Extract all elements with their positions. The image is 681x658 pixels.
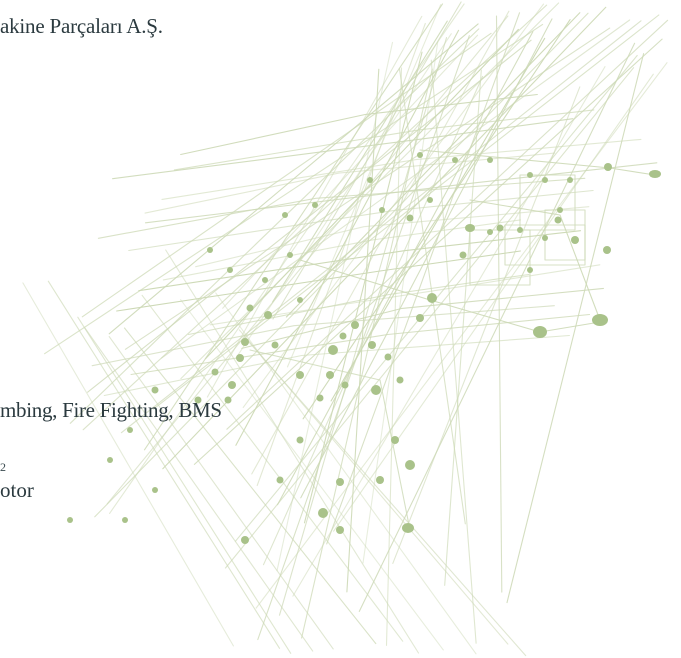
circuit-line [248, 341, 526, 656]
circuit-node [371, 385, 381, 395]
circuit-node [326, 371, 334, 379]
circuit-line [23, 283, 234, 646]
circuit-node [533, 326, 547, 338]
circuit-node [487, 229, 493, 235]
circuit-node [227, 267, 233, 273]
circuit-node [571, 236, 579, 244]
circuit-node [152, 487, 158, 493]
circuit-node [247, 305, 254, 312]
circuit-node [212, 369, 219, 376]
circuit-node [272, 342, 279, 349]
circuit-node [351, 321, 359, 329]
circuit-line [139, 231, 581, 291]
circuit-node [277, 477, 284, 484]
circuit-node [67, 517, 73, 523]
circuit-line [154, 15, 659, 409]
circuit-line [109, 337, 333, 649]
circuit-node [152, 387, 159, 394]
circuit-node [317, 395, 324, 402]
circuit-node [225, 397, 232, 404]
circuit-node [497, 225, 504, 232]
circuit-node [297, 437, 304, 444]
circuit-node [368, 341, 376, 349]
circuit-node [262, 277, 268, 283]
circuit-node [391, 436, 399, 444]
circuit-node [107, 457, 113, 463]
footnote-marker: 2 [0, 460, 6, 475]
product-type: otor [0, 478, 34, 503]
circuit-node [405, 460, 415, 470]
circuit-node [427, 197, 433, 203]
circuit-node [282, 212, 288, 218]
circuit-node [376, 476, 384, 484]
circuit-node [527, 267, 533, 273]
circuit-node [397, 377, 404, 384]
circuit-line [78, 317, 291, 653]
circuit-node [542, 235, 548, 241]
circuit-line [125, 328, 376, 644]
circuit-node [417, 152, 423, 158]
circuit-node [527, 172, 533, 178]
circuit-node [379, 207, 385, 213]
circuit-node [241, 338, 249, 346]
circuit-node [649, 170, 661, 178]
circuit-node [340, 333, 347, 340]
circuit-node [604, 163, 612, 171]
circuit-line [45, 24, 543, 353]
circuit-node [122, 517, 128, 523]
circuit-node [542, 177, 548, 183]
circuit-node [402, 523, 414, 533]
circuit-node [127, 427, 133, 433]
circuit-line [113, 119, 573, 179]
circuit-node [460, 252, 467, 259]
circuit-node [517, 227, 523, 233]
circuit-line [70, 29, 479, 423]
circuit-line [226, 68, 634, 568]
company-name: akine Parçaları A.Ş. [0, 14, 163, 39]
circuit-node [228, 381, 236, 389]
circuit-node [367, 177, 373, 183]
circuit-node [336, 478, 344, 486]
circuit-line [327, 13, 520, 544]
circuit-node [465, 224, 475, 232]
circuit-node [328, 345, 338, 355]
circuit-node [385, 354, 392, 361]
circuit-node [416, 314, 424, 322]
circuit-node [312, 202, 318, 208]
circuit-line [98, 178, 584, 238]
circuit-node [264, 311, 272, 319]
circuit-node [407, 215, 414, 222]
circuit-node [287, 252, 293, 258]
circuit-line [181, 300, 444, 650]
circuit-node [603, 246, 611, 254]
circuit-node [241, 536, 249, 544]
services-list: mbing, Fire Fighting, BMS [0, 398, 222, 423]
circuit-node [592, 314, 608, 326]
circuit-line [293, 67, 605, 597]
circuit-node [342, 382, 349, 389]
circuit-node [555, 217, 562, 224]
circuit-node [318, 508, 328, 518]
circuit-line [162, 139, 641, 199]
circuit-node [296, 371, 304, 379]
circuit-node [557, 207, 563, 213]
circuit-node [207, 247, 213, 253]
circuit-line [256, 63, 667, 608]
circuit-node [567, 177, 573, 183]
circuit-node [452, 157, 458, 163]
circuit-node [236, 354, 244, 362]
circuit-node [427, 293, 437, 303]
circuit-node [336, 526, 344, 534]
circuit-node [487, 157, 493, 163]
circuit-line [216, 293, 476, 654]
circuit-line [258, 36, 470, 640]
circuit-node [297, 297, 303, 303]
